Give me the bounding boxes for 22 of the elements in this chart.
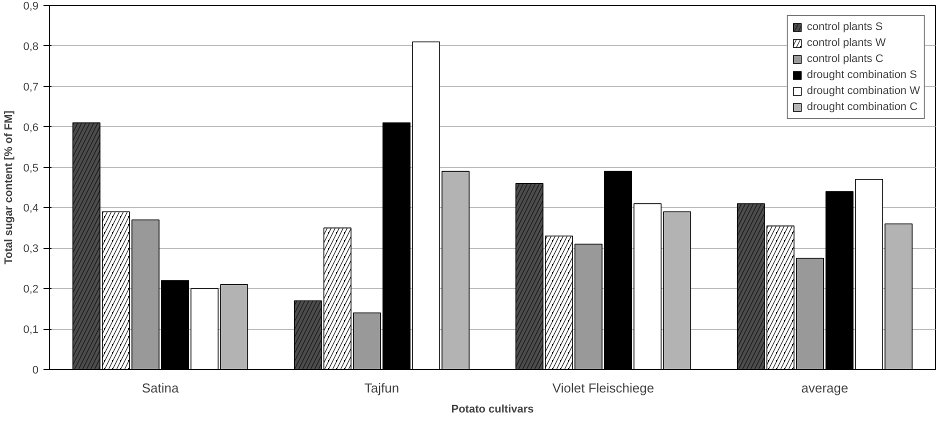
y-tick-label: 0,6 [23, 122, 39, 134]
y-tick-label: 0,9 [23, 0, 39, 12]
y-tick-label: 0,8 [23, 40, 39, 53]
y-tick-label: 0,2 [23, 284, 39, 296]
y-tick-label: 0,1 [23, 324, 39, 336]
x-tick-label: Tajfun [364, 380, 400, 396]
legend-label: drought combination S [806, 68, 917, 82]
x-tick-label: Violet Fleischiege [552, 380, 654, 396]
x-tick-label: average [801, 380, 848, 396]
y-tick-label: 0 [32, 364, 39, 376]
legend-label: control plants W [806, 36, 886, 50]
x-tick-label: Satina [142, 380, 180, 396]
y-tick-label: 0,7 [23, 81, 39, 94]
legend-label: drought combination C [806, 100, 918, 114]
legend-label: drought combination W [806, 84, 920, 98]
legend-label: control plants C [806, 52, 884, 66]
y-axis-title: Total sugar content [% of FM] [3, 110, 16, 264]
y-tick-label: 0,5 [23, 162, 39, 174]
legend-label: control plants S [806, 20, 883, 34]
x-axis-title: Potato cultivars [451, 404, 534, 416]
y-tick-label: 0,4 [23, 202, 39, 215]
y-tick-label: 0,3 [23, 243, 39, 256]
